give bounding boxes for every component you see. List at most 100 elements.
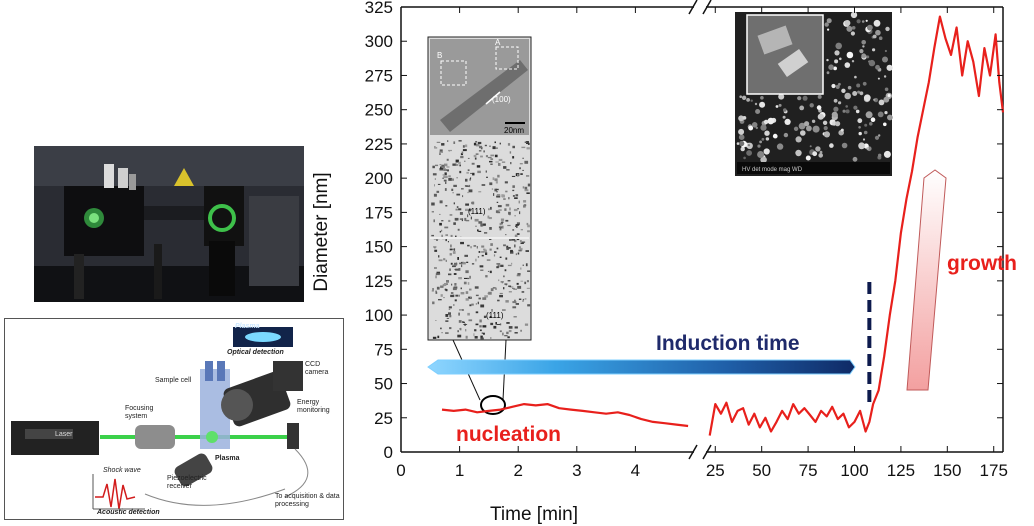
tem-texture-dot xyxy=(439,230,441,233)
tem-texture-dot xyxy=(440,294,443,297)
growth-label: growth xyxy=(947,252,1017,275)
sem-texture-particle xyxy=(841,88,846,94)
tem-texture-dot xyxy=(438,259,443,262)
tem-texture-dot xyxy=(514,215,516,217)
sem-texture-particle xyxy=(757,144,761,148)
tem-texture-dot xyxy=(510,162,512,165)
sem-texture-particle xyxy=(739,95,742,98)
sem-texture-particle xyxy=(763,148,770,155)
tem-texture-dot xyxy=(520,267,522,270)
tem-texture-dot xyxy=(522,157,524,159)
tem-texture-dot xyxy=(460,292,465,295)
tem-texture-dot xyxy=(520,329,522,332)
y-tick-label-8: 200 xyxy=(365,169,393,188)
sem-texture-particle xyxy=(859,91,864,96)
tem-texture-dot xyxy=(440,327,442,330)
sem-texture-particle xyxy=(757,151,765,158)
tem-texture-dot xyxy=(454,262,458,265)
tem-texture-dot xyxy=(444,188,447,191)
tem-texture-dot xyxy=(515,303,519,305)
tem-texture-dot xyxy=(469,304,472,307)
tem-texture-dot xyxy=(478,251,481,253)
sem-texture-particle xyxy=(877,111,884,118)
tem-label-111a: (111) xyxy=(468,207,486,216)
tem-texture-dot xyxy=(504,283,508,285)
tem-texture-dot xyxy=(527,230,530,233)
sem-texture-particle xyxy=(844,20,851,26)
tem-texture-dot xyxy=(489,145,491,147)
tem-texture-dot xyxy=(505,300,509,303)
tem-texture-dot xyxy=(526,141,529,144)
tem-texture-dot xyxy=(461,264,463,268)
tem-texture-dot xyxy=(471,263,475,265)
tem-texture-dot xyxy=(505,219,509,222)
tem-texture-dot xyxy=(458,268,461,271)
tem-texture-dot xyxy=(453,264,458,267)
tem-texture-dot xyxy=(499,292,503,295)
tem-texture-dot xyxy=(504,208,507,211)
y-tick-label-10: 250 xyxy=(365,101,393,120)
tem-texture-dot xyxy=(442,283,447,286)
tem-texture-dot xyxy=(500,221,503,225)
tem-texture-dot xyxy=(490,322,494,326)
tem-texture-dot xyxy=(489,316,492,318)
tem-texture-dot xyxy=(431,290,434,292)
tem-texture-dot xyxy=(442,177,444,179)
tem-texture-dot xyxy=(526,222,529,226)
x-tick-label-0: 0 xyxy=(396,461,405,480)
tem-texture-dot xyxy=(495,181,498,184)
tem-texture-dot xyxy=(508,291,512,293)
tem-texture-dot xyxy=(524,141,528,143)
sem-texture-particle xyxy=(812,125,820,133)
tem-texture-dot xyxy=(517,208,519,210)
sem-texture-particle xyxy=(835,121,841,127)
tem-texture-dot xyxy=(492,177,495,181)
tem-texture-dot xyxy=(460,287,462,290)
tem-texture-dot xyxy=(489,160,493,163)
y-tick-label-6: 150 xyxy=(365,238,393,257)
tem-texture-dot xyxy=(514,197,518,199)
tem-texture-dot xyxy=(499,330,502,333)
tem-texture-dot xyxy=(455,159,459,163)
tem-texture-dot xyxy=(443,258,446,261)
tem-texture-dot xyxy=(482,325,487,328)
tem-texture-dot xyxy=(518,249,522,252)
tem-texture-dot xyxy=(450,262,453,265)
tem-texture-dot xyxy=(445,205,448,207)
tem-texture-dot xyxy=(508,197,510,200)
tem-texture-dot xyxy=(521,146,526,149)
tem-texture-dot xyxy=(524,298,527,300)
tem-texture-dot xyxy=(466,171,469,174)
sem-texture-particle xyxy=(772,133,778,139)
sem-texture-particle xyxy=(834,50,840,56)
tem-texture-dot xyxy=(499,222,502,226)
sem-texture-particle xyxy=(755,126,758,130)
tem-texture-dot xyxy=(495,287,497,290)
tem-texture-dot xyxy=(431,234,434,237)
tem-texture-dot xyxy=(465,219,470,222)
tem-texture-dot xyxy=(494,154,498,158)
tem-texture-dot xyxy=(479,265,484,268)
tem-texture-dot xyxy=(452,265,456,268)
acoustic-detection-label: Acoustic detection xyxy=(97,509,160,516)
tem-texture-dot xyxy=(522,186,525,189)
sem-texture-particle xyxy=(878,36,883,40)
tem-texture-dot xyxy=(524,281,527,285)
tem-texture-dot xyxy=(436,271,440,274)
tem-texture-dot xyxy=(445,181,447,184)
sem-texture-particle xyxy=(760,96,764,100)
tem-texture-dot xyxy=(451,283,453,286)
plasma-top-label: Plasma xyxy=(235,323,260,330)
sem-texture-particle xyxy=(784,118,791,125)
tem-texture-dot xyxy=(471,303,474,306)
tem-texture-dot xyxy=(464,323,466,326)
tem-texture-dot xyxy=(438,255,440,258)
sem-texture-particle xyxy=(864,123,868,127)
tem-texture-dot xyxy=(515,194,519,197)
tem-texture-dot xyxy=(453,184,457,187)
tem-texture-dot xyxy=(485,275,488,278)
axis-break-slash-1b xyxy=(702,0,712,15)
tem-texture-dot xyxy=(509,286,514,288)
tem-label-b: B xyxy=(437,51,442,60)
tem-texture-dot xyxy=(497,205,502,208)
